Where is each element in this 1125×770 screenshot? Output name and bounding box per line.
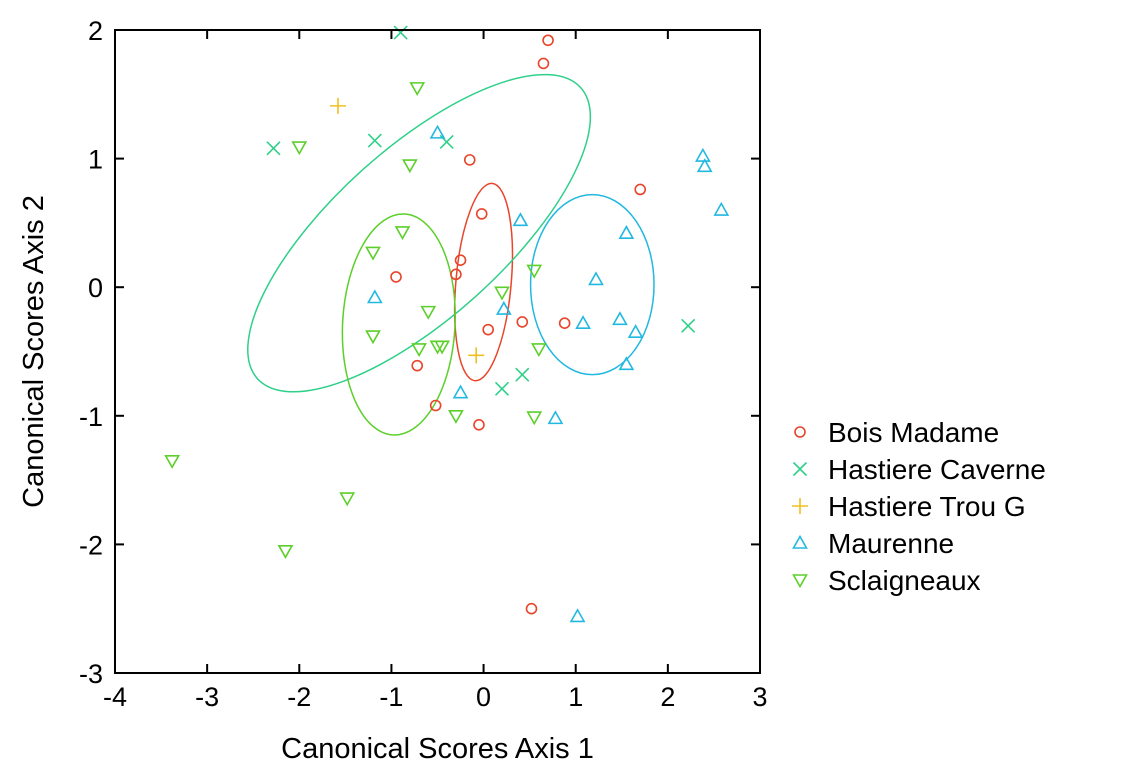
- data-point: [448, 410, 464, 424]
- legend-item: Bois Madame: [794, 417, 999, 448]
- legend-marker: [792, 574, 808, 589]
- data-point: [525, 602, 538, 615]
- legend-label: Maurenne: [828, 528, 954, 559]
- data-point: [473, 419, 485, 431]
- data-point: [401, 159, 418, 174]
- x-tick-label: -4: [103, 682, 127, 712]
- data-point: [627, 324, 644, 339]
- legend-item: Sclaigneaux: [792, 565, 981, 596]
- y-tick-label: -3: [79, 659, 103, 689]
- y-tick-label: -1: [79, 402, 103, 432]
- legend-label: Hastiere Caverne: [828, 454, 1046, 485]
- data-point: [365, 246, 381, 261]
- data-point: [494, 286, 510, 301]
- legend-item: Maurenne: [792, 528, 954, 559]
- y-tick-label: 1: [88, 145, 103, 175]
- x-tick-label: 3: [752, 682, 767, 712]
- legend-label: Bois Madame: [828, 417, 999, 448]
- x-tick-label: -3: [195, 682, 219, 712]
- data-point: [694, 147, 711, 162]
- x-tick-label: -1: [379, 682, 403, 712]
- data-point: [366, 289, 383, 304]
- data-point: [291, 141, 308, 156]
- data-point: [558, 317, 571, 330]
- data-point: [537, 57, 550, 70]
- data-point: [339, 492, 356, 507]
- data-point: [367, 133, 382, 148]
- data-point: [569, 608, 586, 623]
- data-point: [575, 315, 591, 330]
- y-tick-label: 0: [88, 273, 103, 303]
- legend-label: Sclaigneaux: [828, 565, 981, 596]
- axis-ticks: [114, 29, 761, 674]
- data-point: [420, 305, 437, 320]
- data-point: [515, 367, 530, 382]
- data-point: [452, 384, 469, 399]
- data-point: [164, 455, 181, 469]
- data-point: [390, 271, 402, 283]
- x-axis-title: Canonical Scores Axis 1: [281, 733, 594, 765]
- confidence-ellipse: [341, 213, 456, 436]
- data-point: [713, 201, 730, 216]
- data-point: [526, 264, 543, 279]
- data-point: [542, 34, 554, 47]
- data-point: [618, 356, 635, 371]
- data-point: [634, 183, 647, 196]
- confidence-ellipse: [247, 73, 592, 393]
- legend-marker: [794, 426, 806, 438]
- plot-frame: [114, 29, 761, 674]
- data-point: [429, 124, 446, 139]
- data-point: [329, 97, 346, 114]
- data-point: [547, 410, 564, 425]
- data-point: [530, 343, 547, 358]
- legend-marker: [792, 534, 808, 549]
- data-point: [277, 545, 294, 559]
- data-point: [475, 208, 488, 220]
- legend-item: Hastiere Caverne: [792, 454, 1046, 485]
- data-point: [516, 316, 529, 328]
- data-point: [266, 141, 281, 156]
- data-point: [512, 212, 529, 227]
- data-points: [164, 25, 730, 623]
- data-point: [495, 300, 512, 315]
- data-point: [411, 343, 427, 358]
- y-axis-title: Canonical Scores Axis 2: [18, 195, 50, 508]
- data-point: [434, 340, 450, 355]
- legend-label: Hastiere Trou G: [828, 491, 1026, 522]
- confidence-ellipse: [529, 193, 655, 376]
- legend-marker: [792, 461, 808, 477]
- data-point: [409, 82, 426, 96]
- data-point: [612, 311, 628, 326]
- data-point: [696, 158, 713, 173]
- x-tick-label: 1: [568, 682, 583, 712]
- x-tick-label: -2: [287, 682, 311, 712]
- data-point: [526, 411, 543, 426]
- legend: Bois Madame Hastiere Caverne Hastiere Trou…: [792, 417, 1046, 596]
- y-tick-label: -2: [79, 530, 103, 560]
- data-point: [429, 399, 442, 412]
- legend-marker: [792, 498, 808, 514]
- y-tick-label: 2: [88, 16, 103, 46]
- data-point: [450, 268, 462, 281]
- data-point: [681, 318, 696, 333]
- confidence-ellipses: [247, 73, 655, 436]
- data-point: [394, 226, 411, 241]
- data-point: [463, 154, 476, 166]
- data-point: [618, 225, 635, 239]
- data-point: [411, 359, 424, 372]
- x-tick-label: 0: [476, 682, 491, 712]
- confidence-ellipse: [453, 182, 514, 382]
- data-point: [468, 347, 485, 364]
- data-point: [365, 330, 381, 345]
- data-point: [482, 323, 494, 336]
- data-point: [393, 25, 408, 40]
- data-point: [454, 254, 467, 266]
- data-point: [588, 271, 604, 286]
- legend-item: Hastiere Trou G: [792, 491, 1026, 522]
- data-point: [494, 381, 510, 396]
- x-tick-label: 2: [660, 682, 675, 712]
